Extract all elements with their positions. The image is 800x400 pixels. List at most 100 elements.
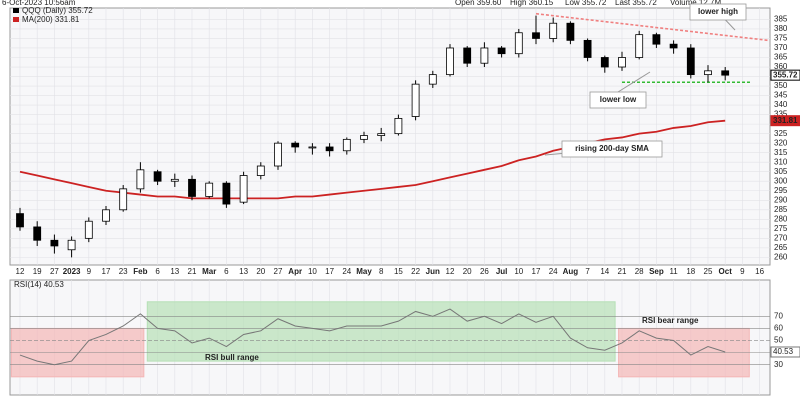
candle-body (721, 70, 730, 76)
rsi-tick-label: 60 (774, 324, 783, 333)
x-tick-label: 24 (549, 267, 558, 276)
y-tick-label: 310 (774, 157, 788, 166)
candle-body (428, 74, 437, 85)
last-value-label: 355.72 (773, 70, 798, 79)
candle-body (239, 175, 248, 203)
candle-body (514, 32, 523, 55)
last-value-label: 40.53 (773, 347, 794, 356)
legend-swatch (13, 8, 19, 13)
series-line (19, 308, 726, 366)
y-tick-label: 350 (774, 81, 788, 90)
x-tick-label: 28 (635, 267, 644, 276)
x-tick-label: 23 (119, 267, 128, 276)
x-tick-label: May (356, 267, 372, 276)
legend-swatch (13, 17, 19, 22)
annotation-text: lower high (698, 7, 738, 16)
y-tick-label: 370 (774, 43, 788, 52)
y-tick-label: 335 (774, 110, 788, 119)
y-tick-label: 340 (774, 100, 788, 109)
x-tick-label: 19 (33, 267, 42, 276)
candle-body (635, 34, 644, 58)
candle-body (652, 34, 661, 45)
x-tick-label: 20 (463, 267, 472, 276)
candle-body (84, 220, 93, 239)
candle-body (102, 209, 110, 222)
x-tick-label: 11 (669, 267, 678, 276)
annotation-text: rising 200-day SMA (575, 144, 649, 153)
candle-body (566, 22, 575, 41)
x-tick-label: 26 (480, 267, 489, 276)
last-value-box (770, 115, 800, 127)
candle-body (463, 47, 472, 64)
x-tick-label: 20 (256, 267, 265, 276)
x-tick-label: 14 (600, 267, 609, 276)
candle-body (394, 118, 403, 135)
y-tick-label: 295 (774, 186, 788, 195)
candle-body (497, 47, 506, 55)
y-tick-label: 320 (774, 138, 788, 147)
candle-body (549, 22, 558, 39)
candle-body (256, 165, 265, 176)
candle-body (308, 146, 317, 149)
y-tick-label: 290 (774, 195, 788, 204)
x-tick-label: 17 (532, 267, 541, 276)
x-tick-label: Feb (133, 267, 147, 276)
x-tick-label: 12 (446, 267, 455, 276)
y-tick-label: 275 (774, 224, 788, 233)
candle-body (600, 57, 609, 68)
candle-body (446, 47, 454, 76)
x-tick-label: 25 (704, 267, 713, 276)
candle-body (67, 239, 76, 251)
y-tick-label: 305 (774, 167, 788, 176)
candle-body (618, 57, 626, 68)
candle-body (583, 39, 592, 58)
x-tick-label: 8 (379, 267, 384, 276)
x-tick-label: 6 (224, 267, 229, 276)
zone-label: RSI bull range (205, 353, 259, 362)
candle-body (170, 178, 179, 182)
candle-body (704, 70, 712, 76)
candle-body (342, 138, 351, 152)
candle-body (411, 83, 420, 117)
series-line (19, 119, 726, 200)
trendline (535, 12, 769, 42)
candle-body (360, 135, 368, 140)
header-text: 6-Oct-2023 10:56am (2, 0, 76, 7)
y-tick-label: 325 (774, 129, 788, 138)
candle-body (119, 188, 128, 211)
x-tick-label: 9 (740, 267, 745, 276)
candle-body (205, 182, 214, 197)
x-tick-label: 18 (686, 267, 695, 276)
rsi-tick-label: 70 (774, 311, 783, 320)
candle-body (532, 32, 540, 39)
rsi-legend: RSI(14) 40.53 (14, 280, 64, 289)
y-tick-label: 360 (774, 62, 788, 71)
candle-body (50, 239, 59, 247)
candle-body (377, 133, 386, 136)
x-tick-label: 27 (50, 267, 59, 276)
candle-body (222, 182, 231, 205)
last-value-box (770, 69, 800, 81)
candle-body (291, 142, 300, 148)
last-value-box (770, 346, 800, 358)
annotation-box (689, 3, 747, 21)
legend-label: MA(200) 331.81 (22, 15, 80, 24)
x-tick-label: 13 (170, 267, 179, 276)
candle-body (33, 226, 42, 241)
x-tick-label: 6 (155, 267, 160, 276)
x-tick-label: 9 (87, 267, 92, 276)
candle-body (188, 178, 196, 197)
x-tick-label: 7 (585, 267, 590, 276)
x-tick-label: Sep (649, 267, 664, 276)
annotation-text: lower low (600, 95, 637, 104)
legend-label: QQQ (Daily) 355.72 (22, 6, 93, 15)
y-tick-label: 300 (774, 176, 788, 185)
y-tick-label: 280 (774, 214, 788, 223)
candle-body (325, 146, 334, 152)
y-tick-label: 270 (774, 233, 788, 242)
price-panel (9, 7, 771, 266)
header-text: Last 355.72 (615, 0, 657, 7)
y-tick-label: 315 (774, 148, 788, 157)
candle-body (16, 213, 24, 228)
x-tick-label: 17 (102, 267, 111, 276)
